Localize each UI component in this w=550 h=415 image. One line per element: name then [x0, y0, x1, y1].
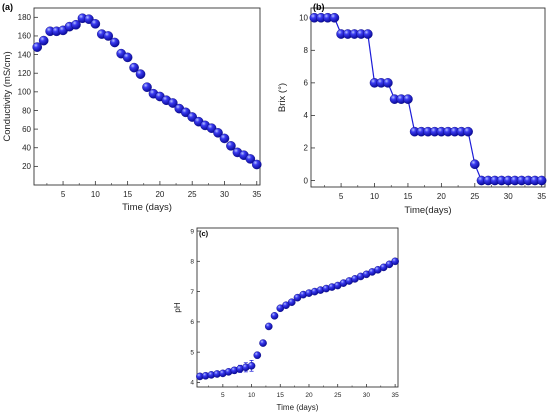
- panel-label: (a): [2, 2, 13, 12]
- x-axis-title: Time(days): [404, 205, 451, 216]
- series-line: [314, 17, 542, 182]
- x-tick-label: 25: [334, 392, 342, 399]
- panel-label: (c): [199, 229, 209, 238]
- data-point: [264, 322, 273, 331]
- y-tick-label: 100: [18, 88, 32, 97]
- x-tick-label: 30: [220, 190, 229, 199]
- data-point: [259, 339, 267, 347]
- panel-label: (b): [313, 2, 325, 12]
- x-tick-label: 15: [403, 192, 412, 201]
- data-point: [463, 126, 473, 137]
- plot-frame: [33, 7, 261, 186]
- y-tick-label: 180: [18, 13, 32, 22]
- x-tick-label: 30: [504, 192, 513, 201]
- x-axis-title: Time (days): [277, 403, 319, 412]
- data-point: [103, 31, 114, 41]
- x-tick-label: 5: [339, 192, 344, 201]
- x-tick-label: 20: [305, 392, 313, 399]
- panel-c-ph-chart: 5 10 15 20 25 30 35 4 5 6 7 8 9 Time (days) pH (c): [173, 227, 400, 412]
- x-tick-label: 15: [123, 190, 132, 199]
- data-point: [247, 361, 256, 370]
- y-tick-label: 20: [22, 162, 31, 171]
- y-tick-label: 10: [299, 14, 308, 23]
- data-point: [71, 19, 81, 30]
- data-point: [135, 69, 146, 79]
- panel-a-conductivity-chart: 5 10 15 20 25 30 35 20 40 60 80 100 120 140 160 180 Time…: [2, 2, 262, 213]
- x-tick-label: 20: [437, 192, 446, 201]
- y-tick-label: 6: [190, 319, 194, 326]
- y-tick-label: 40: [22, 144, 31, 153]
- data-point: [142, 82, 152, 92]
- y-axis-title: Brix (°): [277, 83, 288, 112]
- data-point: [403, 94, 413, 104]
- data-point: [245, 154, 256, 164]
- data-point: [219, 133, 230, 144]
- data-point: [38, 35, 49, 46]
- x-tick-label: 15: [277, 392, 285, 399]
- data-point: [363, 29, 373, 39]
- x-axis-title: Time (days): [122, 202, 172, 213]
- data-point: [90, 19, 101, 29]
- y-tick-label: 5: [190, 349, 194, 356]
- data-point: [109, 37, 120, 48]
- x-tick-label: 20: [155, 190, 164, 199]
- data-point: [213, 128, 223, 138]
- y-tick-label: 9: [190, 228, 194, 235]
- y-tick-label: 4: [304, 111, 309, 120]
- y-tick-label: 4: [190, 380, 194, 387]
- data-point: [122, 52, 133, 63]
- y-tick-label: 7: [190, 289, 194, 296]
- x-tick-label: 35: [252, 190, 261, 199]
- y-tick-label: 2: [304, 144, 309, 153]
- data-point: [226, 141, 236, 151]
- y-tick-label: 0: [304, 176, 309, 185]
- data-point: [383, 78, 393, 88]
- y-tick-label: 80: [22, 106, 31, 115]
- x-tick-label: 10: [248, 392, 256, 399]
- x-tick-label: 5: [221, 392, 225, 399]
- x-tick-label: 10: [91, 190, 100, 199]
- data-point: [270, 312, 279, 320]
- y-tick-label: 120: [18, 69, 32, 78]
- y-tick-label: 60: [22, 125, 31, 134]
- x-tick-label: 25: [470, 192, 479, 201]
- y-tick-label: 8: [304, 46, 309, 55]
- data-point: [287, 298, 296, 307]
- plot-frame: [196, 227, 399, 388]
- data-point: [329, 12, 340, 23]
- x-tick-label: 10: [370, 192, 379, 201]
- y-tick-label: 8: [190, 259, 194, 266]
- y-tick-label: 6: [304, 79, 309, 88]
- x-tick-label: 25: [188, 190, 197, 199]
- x-tick-label: 5: [61, 190, 66, 199]
- x-tick-label: 35: [392, 392, 400, 399]
- data-point: [536, 175, 547, 186]
- data-point: [253, 351, 262, 360]
- x-tick-label: 30: [363, 392, 371, 399]
- data-point: [129, 62, 139, 73]
- panel-b-brix-chart: 5 10 15 20 25 30 35 0 2 4 6 8 10 Time(days) Brix (°) (b…: [277, 2, 547, 216]
- y-tick-label: 160: [18, 32, 32, 41]
- data-point: [391, 257, 399, 266]
- y-axis-title: Conductivity (mS/cm): [2, 51, 13, 141]
- data-point: [168, 98, 178, 108]
- y-tick-label: 140: [18, 50, 32, 59]
- plot-frame: [310, 7, 546, 188]
- y-axis-title: pH: [173, 302, 182, 312]
- data-point: [32, 42, 43, 52]
- data-point: [469, 159, 480, 170]
- x-tick-label: 35: [537, 192, 546, 201]
- data-point: [251, 159, 262, 170]
